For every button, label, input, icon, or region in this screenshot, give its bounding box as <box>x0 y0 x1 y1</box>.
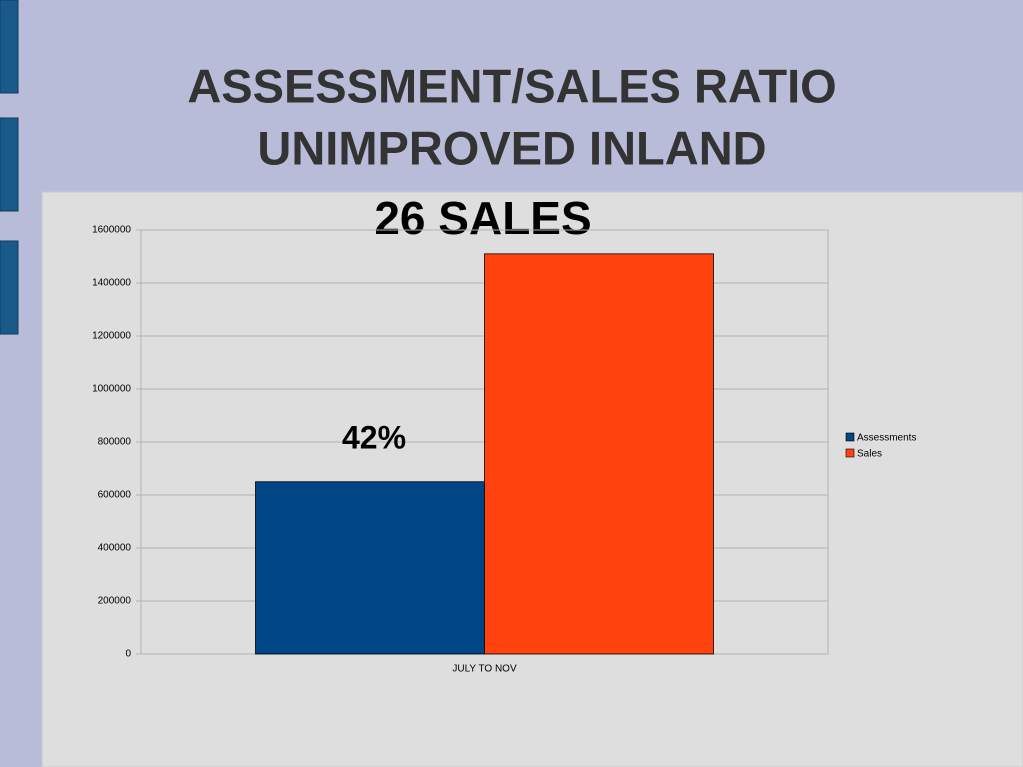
y-tick-label: 1200000 <box>92 331 131 342</box>
legend-label: Assessments <box>857 433 916 444</box>
side-block <box>0 240 19 335</box>
bar <box>484 253 714 655</box>
slide-title: UNIMPROVED INLAND <box>257 121 766 174</box>
legend-label: Sales <box>857 449 882 460</box>
side-block <box>0 0 19 94</box>
y-tick-label: 1400000 <box>92 278 131 289</box>
x-tick-label: JULY TO NOV <box>452 664 517 675</box>
y-tick-label: 0 <box>125 649 131 660</box>
y-tick-label: 800000 <box>98 437 132 448</box>
legend-swatch <box>845 432 855 442</box>
legend-swatch <box>845 448 855 458</box>
y-tick-label: 400000 <box>98 543 132 554</box>
bar <box>255 481 485 655</box>
annotation: 42% <box>342 419 406 455</box>
y-tick-label: 1000000 <box>92 384 131 395</box>
chart-title: 26 SALES <box>374 192 591 244</box>
side-block <box>0 117 19 212</box>
y-tick-label: 200000 <box>98 596 132 607</box>
y-tick-label: 1600000 <box>92 225 131 236</box>
y-tick-label: 600000 <box>98 490 132 501</box>
slide-title: ASSESSMENT/SALES RATIO <box>187 59 836 112</box>
